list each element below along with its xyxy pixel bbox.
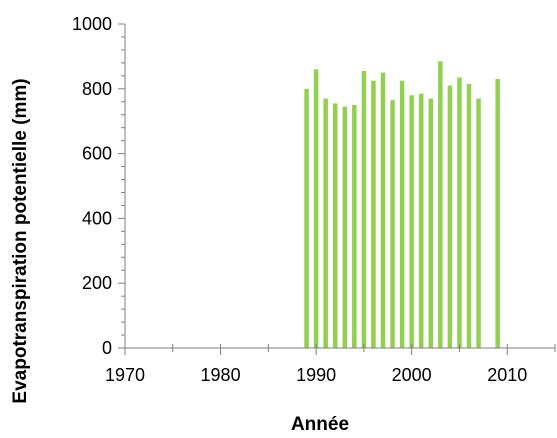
y-tick-label-800: 800: [82, 79, 112, 99]
y-tick-label-1000: 1000: [72, 14, 112, 34]
bar-1994: [352, 105, 357, 348]
bar-2006: [466, 83, 472, 348]
y-axis-title: Evapotranspiration potentielle (mm): [10, 78, 31, 403]
bar-2009: [495, 79, 500, 348]
x-tick-label-1990: 1990: [296, 365, 336, 385]
bar-1990: [313, 69, 319, 349]
bar-2003: [438, 61, 443, 348]
bar-1999: [399, 80, 405, 348]
y-tick-label-0: 0: [102, 338, 112, 358]
x-tick-label-2000: 2000: [392, 365, 432, 385]
x-tick-label-1980: 1980: [201, 365, 241, 385]
bar-2007: [476, 98, 481, 349]
bar-1996: [371, 80, 376, 348]
bar-1998: [390, 100, 395, 348]
bar-2000: [409, 95, 414, 348]
bar-1992: [332, 103, 338, 348]
bar-2005: [457, 77, 462, 349]
x-tick-label-1970: 1970: [105, 365, 145, 385]
y-ticks-group: 0 200 400 600 800 1000: [72, 14, 125, 358]
y-tick-label-600: 600: [82, 144, 112, 164]
bars-group: [304, 61, 500, 349]
bar-2001: [418, 93, 424, 348]
bar-1989: [304, 88, 309, 349]
x-ticks-group: 1970 1980 1990 2000 2010: [105, 344, 556, 385]
x-axis-title: Année: [291, 414, 349, 435]
y-tick-label-400: 400: [82, 208, 112, 228]
bar-2002: [428, 98, 434, 349]
bar-1993: [342, 106, 348, 349]
bar-1991: [323, 98, 328, 349]
bar-1997: [380, 72, 386, 348]
bar-1995: [361, 70, 367, 348]
x-tick-label-2010: 2010: [487, 365, 527, 385]
y-tick-label-200: 200: [82, 273, 112, 293]
bar-2004: [447, 85, 453, 348]
